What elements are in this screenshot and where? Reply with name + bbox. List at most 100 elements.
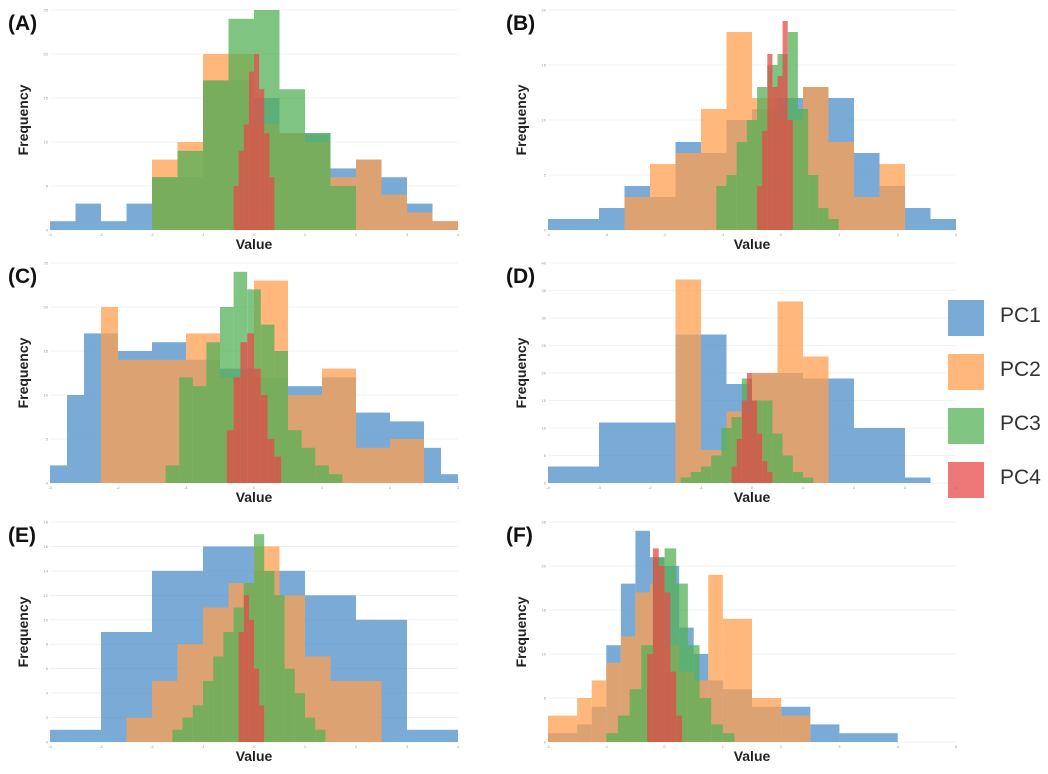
x-tick-label: 2 (355, 232, 358, 237)
bar (767, 54, 772, 230)
bar (227, 430, 234, 483)
panel-label: (B) (506, 12, 535, 35)
x-tick-label: 4 (457, 744, 460, 749)
x-tick-label: 0 (780, 232, 783, 237)
bar (716, 186, 726, 230)
y-tick-label: 20 (44, 305, 49, 310)
legend-label-pc2: PC2 (1000, 358, 1041, 382)
x-tick-label: -3 (48, 485, 52, 490)
panel-label: (C) (8, 265, 37, 288)
bar (599, 208, 625, 230)
bar (737, 142, 747, 230)
x-axis-title: Value (734, 236, 771, 252)
bar (829, 219, 839, 230)
bar (772, 87, 777, 230)
panel-label: (E) (8, 524, 36, 547)
y-axis-title: Frequency (15, 337, 31, 408)
bar (781, 716, 810, 742)
bar (700, 698, 712, 742)
y-tick-label: 20 (542, 564, 547, 569)
bar (244, 124, 249, 230)
panel-e: (E) 0 2 4 6 8 10 12 14 16 18 -4 -3 -2 -1 0 1 2 3 4 Value Freq… (6, 514, 476, 770)
y-tick-label: 10 (542, 118, 547, 123)
bar (305, 133, 331, 230)
bar (723, 619, 752, 742)
x-tick-label: 3 (457, 485, 460, 490)
histogram-chart: (E)024681012141618-4 -3 -2 -1 0 1 2 3 4ValueFreq… (6, 514, 476, 770)
bar (905, 478, 931, 484)
bar (599, 423, 650, 484)
x-tick-label: -4 (546, 485, 550, 490)
bar (732, 467, 737, 484)
bar (905, 208, 931, 230)
bar (548, 219, 599, 230)
bar (757, 434, 762, 484)
bar (931, 219, 957, 230)
legend-swatch-pc4 (948, 462, 984, 498)
bar (676, 716, 682, 742)
bar (234, 186, 239, 230)
bar (178, 151, 204, 230)
bar (127, 718, 153, 742)
x-tick-label: 3 (904, 485, 907, 490)
bar (650, 423, 676, 484)
y-tick-label: 15 (44, 96, 49, 101)
panel-c: (C) 0 5 10 15 20 25 -3 -2 -1 0 1 2 3 Value Frequency (6, 255, 476, 511)
bar (788, 120, 793, 230)
legend-swatch-pc2 (948, 354, 984, 390)
bar (259, 89, 264, 230)
bar (274, 595, 284, 742)
histogram-chart: (F)0510152025-2 -1 0 1 2 3 4 5ValueFrequency (504, 514, 974, 770)
x-tick-label: 3 (838, 744, 841, 749)
x-axis-title: Value (734, 748, 771, 764)
legend-label-pc1: PC1 (1000, 304, 1041, 328)
panel-b: (B) 0 5 10 15 20 -4 -3 -2 -1 0 1 2 3 Value Frequency (504, 2, 974, 258)
x-tick-label: -2 (150, 744, 154, 749)
x-tick-label: -2 (546, 744, 550, 749)
bar (101, 307, 118, 483)
bar (653, 548, 659, 742)
x-tick-label: 2 (853, 485, 856, 490)
bar (295, 693, 305, 742)
y-axis-title: Frequency (513, 337, 529, 408)
y-tick-label: 5 (46, 437, 49, 442)
legend-item-pc1: PC1 (948, 300, 1048, 336)
bar (606, 733, 618, 742)
y-tick-label: 5 (544, 696, 547, 701)
x-tick-label: 2 (897, 232, 900, 237)
bar (382, 195, 408, 230)
x-tick-label: -2 (648, 485, 652, 490)
bar (331, 186, 357, 230)
x-axis-title: Value (236, 236, 273, 252)
bar (803, 478, 813, 484)
y-tick-label: 18 (44, 520, 49, 525)
bar (723, 733, 735, 742)
x-tick-label: -1 (699, 485, 703, 490)
bar (244, 595, 249, 742)
y-tick-label: 30 (542, 316, 547, 321)
bar (302, 448, 316, 483)
bar (747, 373, 752, 483)
panel-label: (A) (8, 12, 37, 35)
bar (101, 221, 127, 230)
bar (829, 379, 855, 484)
bar (625, 197, 651, 230)
bar (50, 730, 101, 742)
bar (172, 730, 182, 742)
bar (742, 401, 747, 484)
y-tick-label: 10 (44, 393, 49, 398)
bar (433, 221, 459, 230)
bar (249, 72, 254, 230)
x-tick-label: -3 (605, 232, 609, 237)
x-axis-title: Value (236, 489, 273, 505)
bar (288, 430, 302, 483)
y-tick-label: 15 (44, 349, 49, 354)
bar (829, 142, 855, 230)
bar (630, 689, 642, 742)
bar (752, 698, 781, 742)
bar (264, 571, 274, 742)
x-tick-label: 1 (304, 744, 307, 749)
bar (239, 151, 244, 230)
panel-label: (F) (506, 524, 533, 547)
bar (854, 197, 880, 230)
